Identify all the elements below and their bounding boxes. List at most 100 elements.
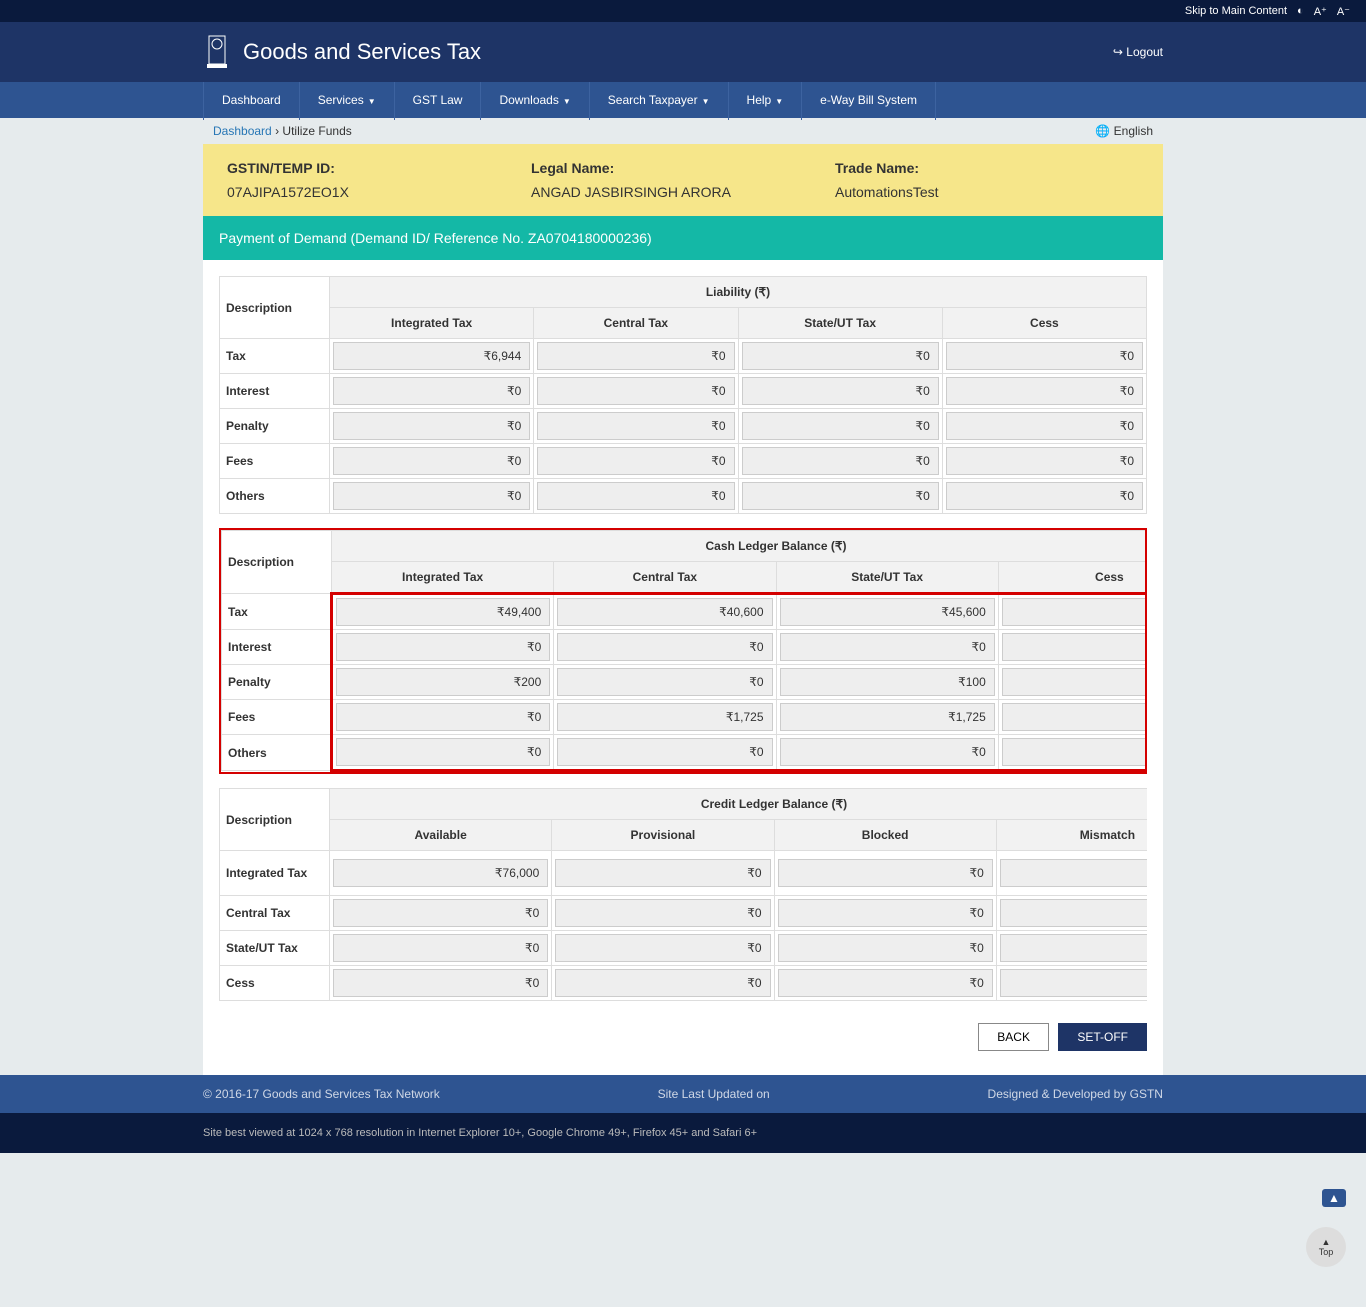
table-row: Penalty₹0₹0₹0₹0	[220, 409, 1147, 444]
breadcrumb-dashboard[interactable]: Dashboard	[213, 124, 272, 138]
skip-link[interactable]: Skip to Main Content	[1185, 5, 1287, 17]
row-label: Others	[220, 479, 330, 514]
table-row: Others₹0₹0₹0₹0Others	[222, 735, 1148, 771]
nav-item-e-way-bill-system[interactable]: e-Way Bill System	[802, 82, 936, 120]
value-cell: ₹40,600	[557, 598, 772, 626]
value-cell: ₹0	[742, 412, 939, 440]
cash-col-header: Cess	[998, 562, 1147, 594]
value-cell: ₹0	[778, 934, 993, 962]
content-area: Description Liability (₹) Integrated Tax…	[203, 260, 1163, 1075]
value-cell: ₹0	[1002, 703, 1147, 731]
nav-item-gst-law[interactable]: GST Law	[395, 82, 482, 120]
value-cell: ₹0	[742, 377, 939, 405]
site-title: Goods and Services Tax	[243, 39, 481, 65]
value-cell: ₹0	[333, 412, 530, 440]
value-cell: ₹0	[946, 412, 1143, 440]
back-button[interactable]: BACK	[978, 1023, 1049, 1051]
value-cell: ₹0	[1002, 738, 1147, 766]
credit-desc-header: Description	[220, 789, 330, 851]
value-cell: ₹45,600	[780, 598, 995, 626]
value-cell: ₹0	[537, 482, 734, 510]
nav-item-services[interactable]: Services▼	[300, 82, 395, 120]
table-row: Fees₹0₹1,725₹1,725₹0Fees	[222, 700, 1148, 735]
row-label: Fees	[222, 700, 332, 735]
payment-header: Payment of Demand (Demand ID/ Reference …	[203, 216, 1163, 260]
breadcrumb-current: Utilize Funds	[282, 124, 351, 138]
value-cell: ₹0	[555, 859, 770, 887]
table-row: Integrated Tax₹76,000₹0₹0₹0Integrated Ta…	[220, 851, 1148, 896]
value-cell: ₹0	[780, 633, 995, 661]
table-row: Penalty₹200₹0₹100₹200Penalty	[222, 665, 1148, 700]
dropdown-caret-icon: ▼	[563, 97, 571, 106]
table-row: Interest₹0₹0₹0₹0Interest	[222, 630, 1148, 665]
back-to-top-button[interactable]: ▲ Top	[1306, 1227, 1346, 1267]
value-cell: ₹0	[1002, 633, 1147, 661]
value-cell: ₹0	[1000, 969, 1147, 997]
value-cell: ₹0	[537, 342, 734, 370]
trade-name-value: AutomationsTest	[835, 184, 1139, 200]
value-cell: ₹100	[780, 668, 995, 696]
liability-desc-header: Description	[220, 277, 330, 339]
liability-table: Description Liability (₹) Integrated Tax…	[219, 276, 1147, 514]
footer-bestviewed: Site best viewed at 1024 x 768 resolutio…	[203, 1127, 757, 1139]
footer-updated: Site Last Updated on	[658, 1087, 770, 1101]
cash-col-header: Integrated Tax	[332, 562, 554, 594]
table-row: Interest₹0₹0₹0₹0	[220, 374, 1147, 409]
value-cell: ₹0	[1000, 899, 1147, 927]
nav-item-downloads[interactable]: Downloads▼	[481, 82, 589, 120]
value-cell: ₹0	[946, 377, 1143, 405]
value-cell: ₹0	[333, 969, 548, 997]
credit-col-header: Mismatch	[996, 820, 1147, 851]
value-cell: ₹1,725	[780, 703, 995, 731]
value-cell: ₹0	[557, 738, 772, 766]
row-label: Fees	[220, 444, 330, 479]
main-nav: DashboardServices▼GST LawDownloads▼Searc…	[0, 82, 1366, 118]
font-increase[interactable]: A⁺	[1314, 5, 1327, 18]
row-label: Penalty	[220, 409, 330, 444]
table-row: Cess₹0₹0₹0₹0Cess	[220, 966, 1148, 1001]
contrast-icon[interactable]: ◐	[1297, 5, 1304, 17]
trade-name-label: Trade Name:	[835, 160, 1139, 176]
row-label: Cess	[220, 966, 330, 1001]
logout-icon: ↪	[1113, 45, 1123, 59]
value-cell: ₹0	[742, 447, 939, 475]
value-cell: ₹1,725	[557, 703, 772, 731]
value-cell: ₹49,400	[336, 598, 550, 626]
value-cell: ₹200	[1002, 668, 1147, 696]
credit-col-header: Provisional	[552, 820, 774, 851]
gstin-label: GSTIN/TEMP ID:	[227, 160, 531, 176]
dropdown-caret-icon: ▼	[368, 97, 376, 106]
value-cell: ₹0	[742, 482, 939, 510]
cash-ledger-table: Description Cash Ledger Balance (₹) Desc…	[221, 530, 1147, 772]
nav-item-dashboard[interactable]: Dashboard	[203, 82, 300, 120]
top-arrow-icon: ▲	[1322, 1237, 1331, 1247]
value-cell: ₹0	[557, 633, 772, 661]
cash-col-header: Central Tax	[554, 562, 776, 594]
nav-item-help[interactable]: Help▼	[729, 82, 803, 120]
footer-primary: © 2016-17 Goods and Services Tax Network…	[0, 1075, 1366, 1113]
scroll-up-icon[interactable]: ▲	[1322, 1189, 1346, 1207]
nav-item-search-taxpayer[interactable]: Search Taxpayer▼	[590, 82, 729, 120]
value-cell: ₹0	[333, 899, 548, 927]
credit-col-header: Available	[330, 820, 552, 851]
value-cell: ₹0	[778, 859, 993, 887]
table-row: State/UT Tax₹0₹0₹0₹0State/UT Tax	[220, 931, 1148, 966]
value-cell: ₹50,400	[1002, 598, 1147, 626]
font-decrease[interactable]: A⁻	[1337, 5, 1350, 18]
table-row: Central Tax₹0₹0₹0₹0Central Tax	[220, 896, 1148, 931]
value-cell: ₹0	[333, 482, 530, 510]
logout-link[interactable]: ↪ Logout	[1113, 45, 1163, 59]
footer-developed: Designed & Developed by GSTN	[988, 1087, 1163, 1101]
value-cell: ₹0	[333, 447, 530, 475]
cash-ledger-scroll[interactable]: Description Cash Ledger Balance (₹) Desc…	[219, 528, 1147, 774]
language-selector[interactable]: 🌐 English	[1095, 124, 1153, 138]
value-cell: ₹0	[333, 377, 530, 405]
liability-col-header: Integrated Tax	[330, 308, 534, 339]
footer-copyright: © 2016-17 Goods and Services Tax Network	[203, 1087, 440, 1101]
top-label: Top	[1319, 1247, 1334, 1257]
table-row: Tax₹6,944₹0₹0₹0	[220, 339, 1147, 374]
credit-title: Credit Ledger Balance (₹)	[330, 789, 1148, 820]
setoff-button[interactable]: SET-OFF	[1058, 1023, 1147, 1051]
credit-ledger-scroll[interactable]: Description Credit Ledger Balance (₹) De…	[219, 788, 1147, 1001]
value-cell: ₹0	[1000, 934, 1147, 962]
